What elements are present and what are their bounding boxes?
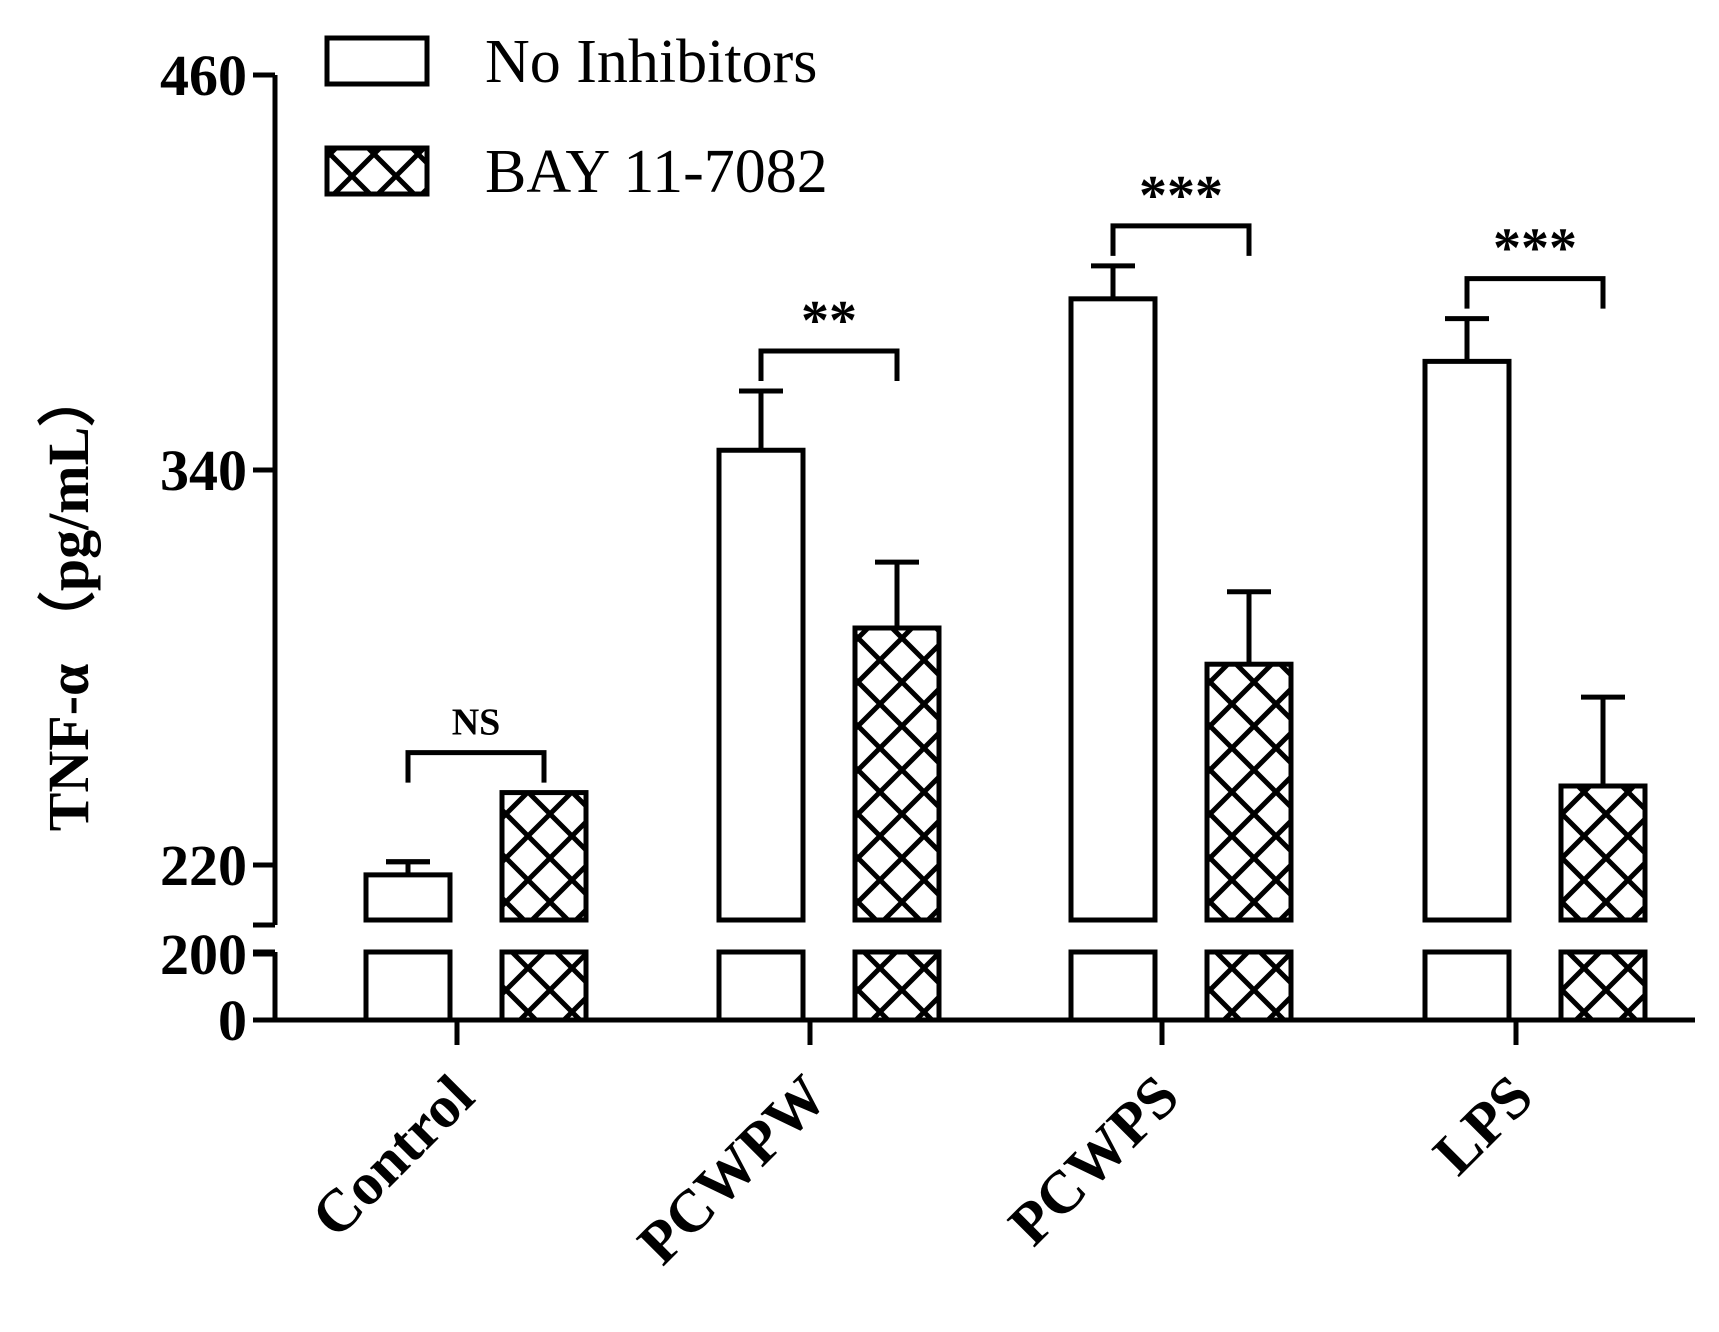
bar-pcwps-0-upper: [1068, 296, 1158, 923]
y-tick-label: 200: [160, 922, 247, 987]
bar-pcwps-1-upper: [1204, 661, 1294, 923]
significance-label-lps: ***: [1493, 218, 1577, 280]
y-tick-label: 340: [160, 438, 247, 503]
legend-label-bay: BAY 11-7082: [485, 138, 828, 206]
y-tick-label: 0: [218, 988, 247, 1053]
y-tick-label: 220: [160, 833, 247, 898]
significance-bracket-pcwpw: [758, 348, 900, 381]
x-tick-label: Control: [299, 1063, 486, 1250]
bar-pcwpw-1-upper: [852, 625, 942, 923]
significance-bracket-pcwps: [1110, 223, 1252, 256]
bar-lps-1-upper: [1558, 783, 1648, 923]
bar-pcwpw-0-lower: [716, 949, 806, 1023]
significance-bracket-control: [405, 750, 547, 783]
bar-control-1-lower: [499, 949, 589, 1023]
legend-swatch-bay: [324, 145, 430, 197]
bar-lps-1-lower: [1558, 949, 1648, 1023]
legend-label-no-inhibitors: No Inhibitors: [485, 28, 817, 96]
y-tick-label: 460: [160, 43, 247, 108]
x-tick-label: PCWPS: [996, 1063, 1191, 1258]
bar-lps-0-upper: [1422, 358, 1512, 923]
significance-bracket-lps: [1464, 276, 1606, 309]
y-axis-label: TNF-α （pg/mL）: [36, 369, 101, 832]
bar-control-1-upper: [499, 790, 589, 923]
bar-control-0-upper: [363, 872, 453, 923]
x-tick-label: LPS: [1421, 1063, 1545, 1187]
bar-control-0-lower: [363, 949, 453, 1023]
legend: No Inhibitors BAY 11-7082: [324, 28, 828, 206]
legend-swatch-no-inhibitors: [324, 35, 430, 87]
bar-pcwpw-0-upper: [716, 447, 806, 923]
significance-label-pcwpw: **: [801, 290, 857, 352]
x-tick-label: PCWPW: [625, 1063, 839, 1277]
significance-label-control: NS: [452, 702, 501, 744]
bar-pcwpw-1-lower: [852, 949, 942, 1023]
bar-lps-0-lower: [1422, 949, 1512, 1023]
bar-pcwps-1-lower: [1204, 949, 1294, 1023]
bar-pcwps-0-lower: [1068, 949, 1158, 1023]
significance-label-pcwps: ***: [1139, 165, 1223, 227]
